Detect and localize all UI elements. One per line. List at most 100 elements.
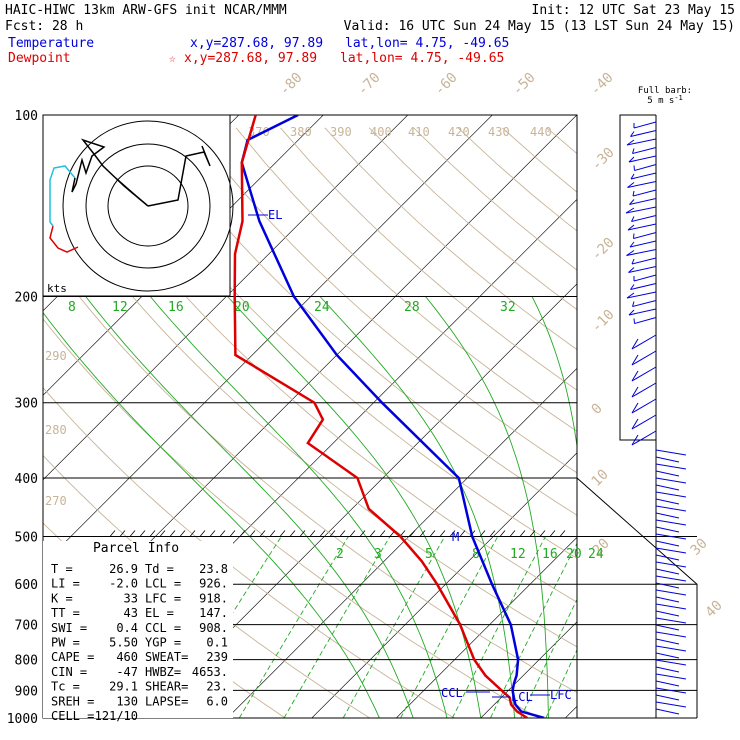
parcel-right-value: 4653. bbox=[192, 665, 228, 679]
hatch-mark bbox=[169, 530, 176, 537]
pressure-label: 800 bbox=[15, 654, 38, 669]
wind-barb bbox=[655, 561, 687, 568]
mixing-lower-label: 24 bbox=[588, 547, 604, 562]
wind-barb bbox=[655, 694, 680, 701]
wind-barb bbox=[655, 463, 687, 470]
wind-barb bbox=[631, 215, 657, 222]
parcel-left-name: SWI = bbox=[51, 621, 87, 635]
hatch-mark bbox=[499, 530, 506, 537]
ccl-label: CCL bbox=[441, 686, 463, 700]
mixing-lower-label: 8 bbox=[472, 547, 480, 562]
hatch-mark bbox=[109, 530, 116, 537]
dewpoint-coords: x,y=287.68, 97.89 bbox=[184, 51, 317, 66]
temperature-tick-label: -50 bbox=[510, 70, 539, 99]
parcel-right-name: LFC = bbox=[145, 591, 181, 605]
parcel-right-name: CCL = bbox=[145, 621, 181, 635]
wind-barb-flag bbox=[633, 233, 635, 239]
isotherm-line bbox=[396, 115, 577, 718]
title-line1-left: HAIC-HIWC 13km ARW-GFS init NCAR/MMM bbox=[5, 3, 287, 18]
theta-label: 380 bbox=[290, 125, 312, 139]
parcel-left-value: 5.50 bbox=[109, 636, 138, 650]
wind-barb bbox=[631, 257, 657, 265]
pressure-label: 100 bbox=[15, 109, 38, 124]
parcel-right-value: 239 bbox=[206, 650, 228, 664]
wind-barb-flag bbox=[630, 131, 635, 137]
wind-barb-flag bbox=[628, 267, 635, 273]
wind-barb-flag bbox=[633, 318, 635, 324]
parcel-left-name: T = bbox=[51, 562, 73, 576]
temperature-tick-label: -60 bbox=[432, 70, 461, 99]
wind-barb bbox=[632, 300, 657, 307]
el-label: EL bbox=[268, 208, 282, 222]
parcel-left-value: -2.0 bbox=[109, 577, 138, 591]
wind-barb bbox=[626, 249, 657, 256]
wind-barb bbox=[631, 350, 657, 366]
wind-barb bbox=[629, 240, 657, 248]
wind-barb bbox=[631, 414, 657, 430]
parcel-left-value: 121/10 bbox=[95, 709, 138, 723]
parcel-left-name: LI = bbox=[51, 577, 80, 591]
frame-extension bbox=[576, 477, 698, 718]
wind-barb bbox=[655, 596, 680, 603]
temperature-tick-label: -30 bbox=[589, 145, 618, 174]
hodograph-near-trace bbox=[49, 165, 76, 227]
parcel-left-name: Tc = bbox=[51, 680, 80, 694]
dry-adiabat-line bbox=[146, 127, 577, 718]
parcel-left-value: -47 bbox=[116, 665, 138, 679]
parcel-left-value: 0.4 bbox=[116, 621, 138, 635]
pressure-label: 900 bbox=[15, 684, 38, 699]
hatch-mark bbox=[149, 530, 156, 537]
dry-adiabat-line bbox=[368, 127, 577, 718]
wind-barb bbox=[655, 708, 680, 715]
isotherm-line bbox=[650, 115, 740, 718]
mixing-lower-label: 12 bbox=[510, 547, 526, 562]
mixing-lower-label: 16 bbox=[542, 547, 558, 562]
wind-barb-flag bbox=[633, 165, 635, 171]
hatch-mark bbox=[529, 530, 536, 537]
wind-barb-flag bbox=[632, 301, 635, 307]
parcel-background bbox=[43, 541, 233, 718]
wind-barb bbox=[655, 687, 687, 694]
parcel-left-name: PW = bbox=[51, 636, 80, 650]
wind-barb bbox=[655, 470, 680, 477]
parcel-left-name: CAPE = bbox=[51, 650, 94, 664]
parcel-left-value: 26.9 bbox=[109, 562, 138, 576]
hatch-mark bbox=[359, 530, 366, 537]
temperature-tick-label: -20 bbox=[589, 235, 618, 264]
hatch-mark bbox=[119, 530, 126, 537]
parcel-right-name: LCL = bbox=[145, 577, 181, 591]
dry-adiabat-line bbox=[636, 128, 740, 731]
parcel-right-name: YGP = bbox=[145, 636, 181, 650]
hodograph-ring bbox=[85, 143, 211, 269]
hatch-mark bbox=[309, 530, 316, 537]
parcel-right-name: HWBZ= bbox=[145, 665, 181, 679]
moist-adiabat-line bbox=[531, 296, 577, 718]
header: HAIC-HIWC 13km ARW-GFS init NCAR/MMM Ini… bbox=[5, 3, 735, 106]
temperature-tick-label: -10 bbox=[589, 307, 618, 336]
pressure-label: 200 bbox=[15, 291, 38, 306]
parcel-right-name: LAPSE= bbox=[145, 694, 188, 708]
wind-barb bbox=[655, 533, 687, 540]
dewpoint-latlon: lat,lon= 4.75, -49.65 bbox=[340, 51, 504, 66]
hodograph-unit-label: kts bbox=[47, 282, 67, 295]
wind-barb bbox=[631, 382, 657, 398]
wind-barb bbox=[655, 701, 687, 708]
temperature-latlon: lat,lon= 4.75, -49.65 bbox=[345, 36, 509, 51]
parcel-left-name: TT = bbox=[51, 606, 80, 620]
dry-adiabat-line bbox=[280, 127, 577, 718]
wind-barb bbox=[655, 680, 680, 687]
dry-adiabat-line bbox=[43, 127, 577, 718]
hatch-mark bbox=[379, 530, 386, 537]
parcel-right-name: EL = bbox=[145, 606, 174, 620]
pressure-label: 600 bbox=[15, 578, 38, 593]
wind-barb bbox=[628, 266, 657, 273]
mixing-upper-label: 16 bbox=[168, 300, 184, 315]
moist-adiabat-line bbox=[650, 297, 700, 719]
wind-barb bbox=[634, 317, 657, 324]
hatch-mark bbox=[449, 530, 456, 537]
parcel-right-name: SWEAT= bbox=[145, 650, 188, 664]
wind-barb bbox=[655, 512, 680, 519]
hatch-mark bbox=[319, 530, 326, 537]
wind-barb bbox=[655, 673, 687, 680]
lfc-label: LFC bbox=[550, 688, 572, 702]
